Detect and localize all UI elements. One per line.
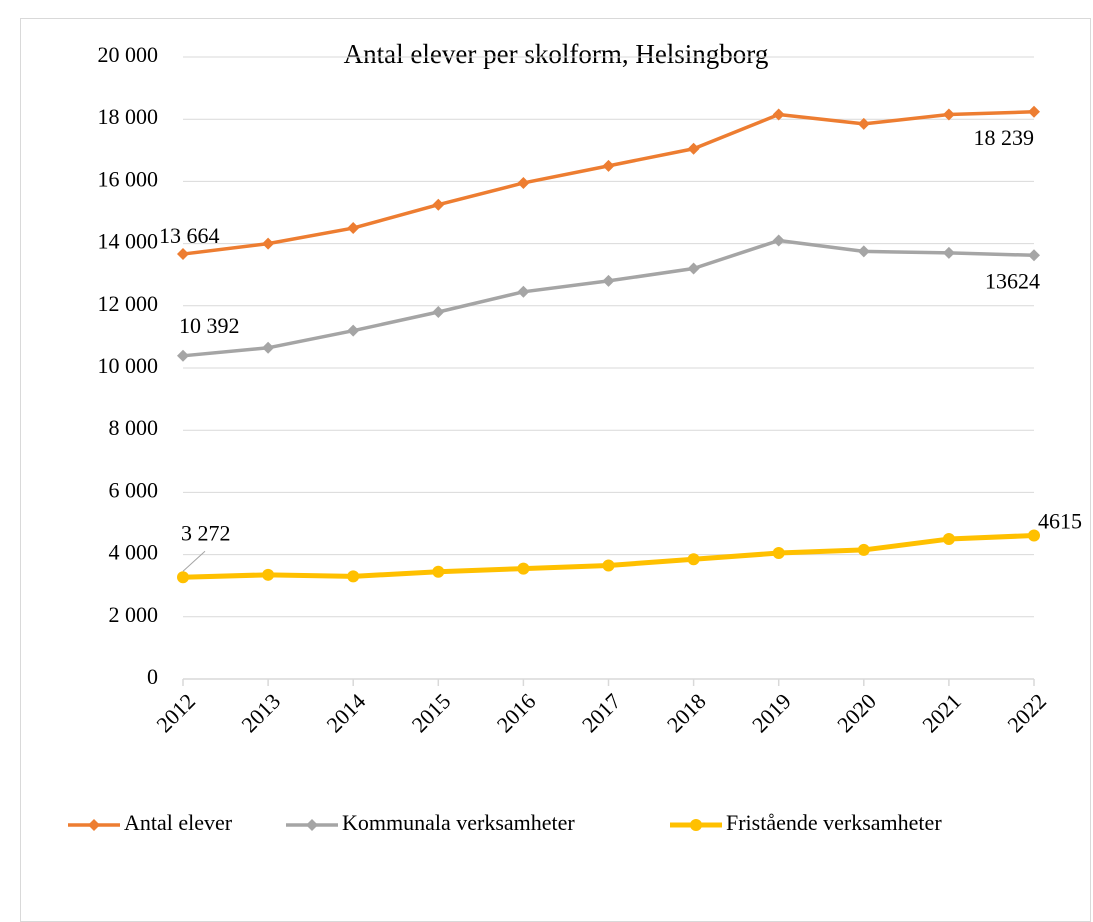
x-tick-label: 2013 — [236, 688, 285, 737]
point-marker — [262, 237, 275, 250]
series-line — [182, 110, 1035, 256]
x-tick-label: 2017 — [577, 688, 626, 737]
data-label: 4615 — [1038, 509, 1082, 534]
point-marker — [602, 159, 615, 172]
x-tick-label: 2016 — [492, 688, 541, 737]
point-marker — [432, 306, 445, 319]
data-label: 13 664 — [159, 223, 220, 248]
y-tick-label: 4 000 — [109, 540, 159, 565]
point-marker — [602, 274, 615, 287]
x-tick-label: 2021 — [917, 688, 966, 737]
y-tick-label: 12 000 — [98, 291, 159, 316]
point-marker — [857, 543, 870, 556]
point-marker — [517, 176, 530, 189]
point-marker — [942, 246, 955, 259]
leader-line — [182, 550, 206, 572]
x-tick-label: 2012 — [151, 688, 200, 737]
data-label: 13624 — [985, 268, 1040, 293]
point-marker — [262, 568, 275, 581]
x-tick-label: 2022 — [1002, 688, 1051, 737]
point-marker — [177, 349, 189, 362]
y-tick-label: 8 000 — [109, 415, 159, 440]
point-marker — [1028, 105, 1040, 118]
point-marker — [177, 571, 189, 584]
point-marker — [857, 117, 870, 130]
y-tick-label: 20 000 — [98, 42, 159, 67]
data-label: 3 272 — [181, 520, 231, 545]
point-marker — [177, 248, 189, 261]
legend-label: Fristående verksamheter — [726, 810, 942, 835]
point-marker — [687, 553, 700, 566]
point-marker — [517, 285, 530, 298]
y-tick-label: 10 000 — [98, 353, 159, 378]
point-marker — [687, 142, 700, 155]
point-marker — [942, 108, 955, 121]
point-marker — [687, 262, 700, 275]
point-marker — [432, 198, 445, 211]
point-marker — [347, 570, 360, 583]
point-marker — [772, 547, 785, 560]
point-marker — [347, 222, 360, 235]
x-tick-label: 2019 — [747, 688, 796, 737]
point-marker — [262, 341, 275, 354]
x-tick-label: 2014 — [322, 688, 371, 737]
point-marker — [772, 108, 785, 121]
series-line — [182, 238, 1035, 358]
legend-label: Kommunala verksamheter — [342, 810, 575, 835]
point-marker — [1028, 249, 1040, 262]
point-marker — [772, 234, 785, 247]
y-tick-label: 2 000 — [109, 602, 159, 627]
data-label: 18 239 — [974, 125, 1035, 150]
chart-border — [20, 18, 1091, 922]
point-marker — [347, 324, 360, 337]
x-tick-label: 2020 — [832, 688, 881, 737]
point-marker — [517, 562, 530, 575]
point-marker — [857, 245, 870, 258]
data-label: 10 392 — [179, 313, 240, 338]
y-tick-label: 14 000 — [98, 229, 159, 254]
point-marker — [602, 559, 615, 572]
point-marker — [1028, 529, 1040, 542]
point-marker — [432, 565, 445, 578]
legend-marker — [690, 819, 702, 831]
chart-title: Antal elever per skolform, Helsingborg — [344, 39, 769, 69]
y-tick-label: 0 — [147, 664, 158, 689]
x-tick-label: 2015 — [407, 688, 456, 737]
point-marker — [942, 533, 955, 546]
y-tick-label: 16 000 — [98, 166, 159, 191]
x-tick-label: 2018 — [662, 688, 711, 737]
y-tick-label: 6 000 — [109, 477, 159, 502]
legend-marker — [88, 819, 100, 831]
y-tick-label: 18 000 — [98, 104, 159, 129]
legend-label: Antal elever — [124, 810, 233, 835]
legend-marker — [306, 819, 318, 831]
